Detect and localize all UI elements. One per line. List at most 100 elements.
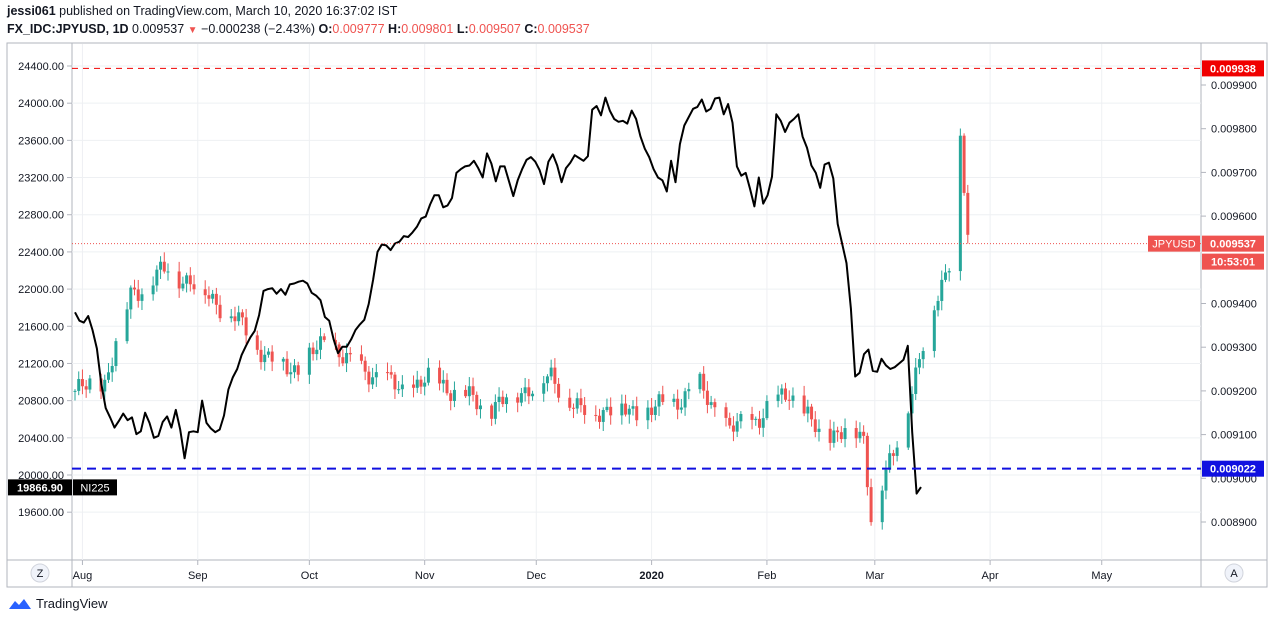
a-button[interactable]: A	[1224, 563, 1244, 583]
candle-body	[958, 135, 962, 272]
candle-body	[936, 300, 940, 311]
candle-body	[862, 431, 866, 436]
candle-body	[88, 378, 92, 390]
ni225-value-label: 19866.90	[17, 482, 63, 494]
jpyusd-candles	[73, 128, 970, 530]
candle-body	[471, 386, 475, 395]
red-level-tag	[1202, 60, 1264, 77]
candle-body	[865, 435, 869, 488]
left-tick-label: 20000.00	[18, 470, 64, 482]
candle-body	[177, 271, 181, 289]
candle-body	[880, 490, 884, 523]
candle-body	[449, 393, 453, 401]
candle-body	[921, 351, 925, 360]
candle-body	[672, 398, 676, 402]
candle-body	[754, 418, 758, 420]
candle-body	[319, 336, 323, 350]
candle-body	[895, 447, 899, 456]
candle-body	[296, 365, 300, 375]
chart-frame	[6, 42, 1268, 588]
candle-body	[817, 428, 821, 432]
candle-body	[553, 367, 557, 384]
candle-body	[806, 406, 810, 414]
candle-body	[192, 284, 196, 290]
candle-body	[229, 316, 233, 319]
candle-body	[497, 396, 501, 403]
candle-body	[106, 372, 110, 380]
high-value: 0.009801	[401, 22, 454, 36]
candle-body	[151, 285, 155, 295]
candle-body	[207, 295, 211, 299]
candle-body	[166, 271, 170, 273]
candle-body	[750, 414, 754, 420]
z-button[interactable]: Z	[30, 563, 50, 583]
candle-body	[914, 367, 918, 394]
candle-body	[84, 386, 88, 390]
symbol-name[interactable]: FX_IDC:JPYUSD, 1D	[7, 22, 129, 36]
candle-body	[605, 406, 609, 411]
author-name[interactable]: jessi061	[7, 4, 56, 18]
candle-body	[813, 419, 817, 432]
right-tick-label: 0.008900	[1211, 517, 1257, 529]
candle-body	[289, 372, 293, 375]
candle-body	[505, 397, 509, 405]
last-price-tag	[1202, 235, 1264, 252]
time-tick-label: Apr	[982, 570, 999, 582]
publish-text: published on TradingView.com, March 10, …	[59, 4, 398, 18]
time-tick-label: May	[1091, 570, 1112, 582]
candle-body	[839, 432, 843, 440]
candle-body	[445, 379, 449, 394]
right-tick-label: 0.009400	[1211, 299, 1257, 311]
candle-body	[884, 469, 888, 491]
candle-body	[516, 397, 520, 403]
candle-body	[906, 413, 910, 448]
z-button-label: Z	[37, 568, 44, 580]
candle-body	[159, 261, 163, 270]
candle-body	[263, 354, 267, 363]
candle-body	[724, 407, 728, 418]
candle-body	[218, 304, 222, 319]
red-level-label: 0.009938	[1210, 63, 1256, 75]
candle-body	[367, 371, 371, 385]
tradingview-logo[interactable]: TradingView	[8, 596, 108, 611]
candle-body	[810, 406, 814, 420]
candle-body	[780, 388, 784, 395]
right-tick-label: 0.009100	[1211, 430, 1257, 442]
right-axis[interactable]: 0.009900 0.009800 0.009700 0.009600 0.009400…	[1201, 80, 1257, 529]
candle-body	[341, 357, 345, 364]
candle-body	[661, 394, 665, 402]
candle-body	[620, 403, 624, 416]
candle-body	[787, 399, 791, 401]
left-tick-label: 21200.00	[18, 358, 64, 370]
ni225-value-tag	[8, 479, 72, 496]
ni225-name-tag	[73, 479, 117, 496]
candle-body	[237, 312, 241, 322]
candle-body	[531, 393, 535, 397]
candle-body	[702, 373, 706, 391]
time-axis[interactable]: Aug Sep Oct Nov Dec 2020 Feb Mar Apr May	[73, 560, 1113, 582]
candle-body	[114, 341, 118, 367]
candle-body	[609, 406, 613, 416]
candle-body	[571, 407, 575, 409]
left-tick-label: 19600.00	[18, 507, 64, 519]
right-tick-label: 0.009300	[1211, 342, 1257, 354]
candle-body	[557, 383, 561, 398]
left-axis[interactable]: 24400.00 24000.00 23600.00 23200.00 22800.00…	[18, 61, 72, 519]
candle-body	[493, 402, 497, 419]
candle-body	[125, 309, 129, 342]
low-label: L:	[456, 22, 469, 36]
candle-body	[917, 359, 921, 368]
open-label: O:	[318, 22, 333, 36]
candle-body	[627, 408, 631, 415]
ni225-name-label: NI225	[80, 482, 109, 494]
left-tick-label: 23200.00	[18, 173, 64, 185]
tradingview-cloud-icon	[9, 598, 31, 609]
time-tick-label: Aug	[73, 570, 93, 582]
candle-body	[385, 372, 389, 374]
candle-body	[374, 372, 378, 378]
candle-body	[363, 360, 367, 372]
last-price-name: JPYUSD	[1152, 239, 1195, 251]
candle-body	[947, 271, 951, 273]
change-value: −0.000238 (−2.43%)	[201, 22, 316, 36]
